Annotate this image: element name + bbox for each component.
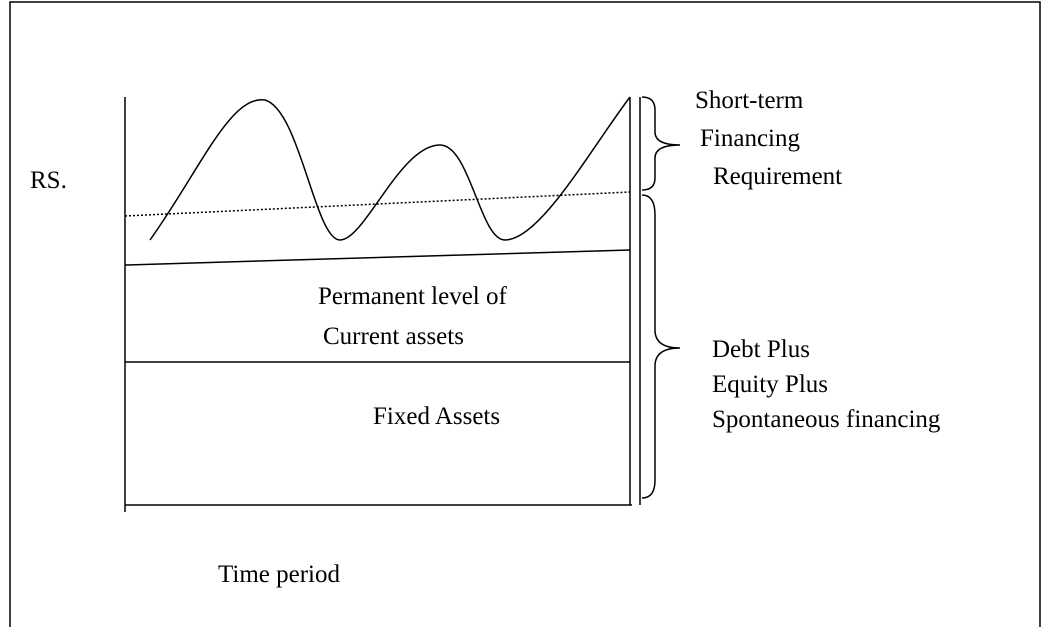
frame bbox=[9, 1, 1041, 627]
region-label: Current assets bbox=[323, 323, 464, 350]
brace-label: Requirement bbox=[713, 163, 842, 190]
brace-label: Short-term bbox=[695, 87, 804, 114]
y-label: RS. bbox=[30, 167, 67, 194]
region-label: Permanent level of bbox=[318, 283, 507, 310]
brace bbox=[641, 96, 681, 191]
permanent-line bbox=[124, 249, 631, 266]
dotted-line bbox=[124, 191, 631, 217]
brace-label: Equity Plus bbox=[712, 371, 828, 398]
brace-label: Spontaneous financing bbox=[712, 406, 941, 433]
region-label: Fixed Assets bbox=[373, 403, 500, 430]
fluctuation-curve bbox=[149, 96, 631, 241]
brace-label: Financing bbox=[700, 125, 800, 152]
brace bbox=[641, 194, 681, 499]
x-label: Time period bbox=[218, 561, 340, 588]
brace-label: Debt Plus bbox=[712, 336, 810, 363]
